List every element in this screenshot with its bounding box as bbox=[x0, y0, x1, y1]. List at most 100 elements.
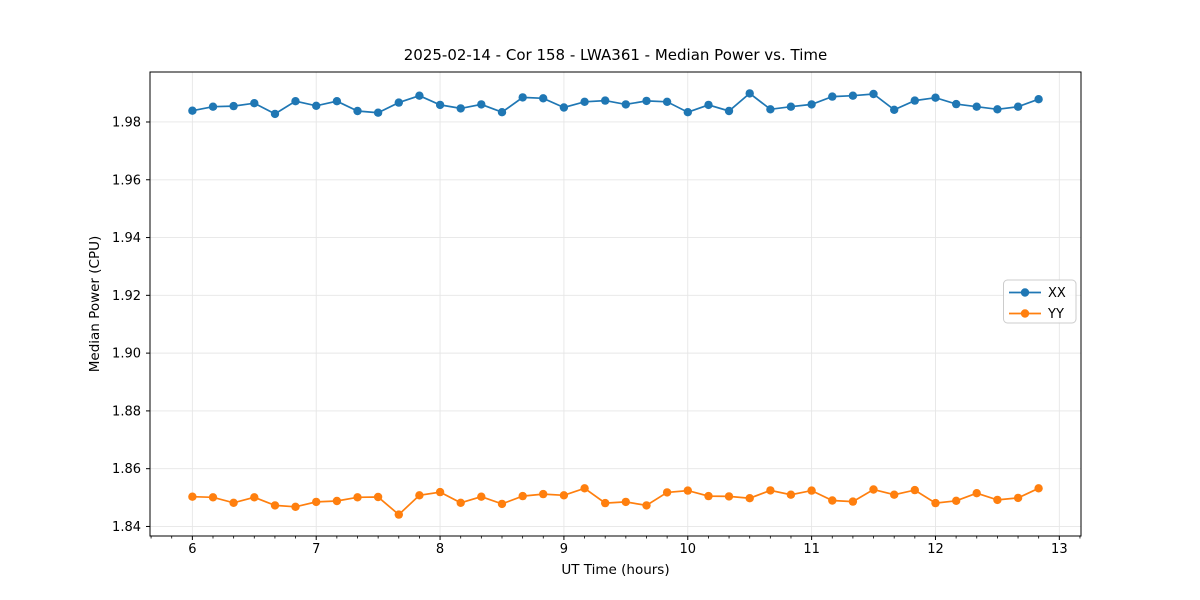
data-point-yy bbox=[745, 494, 754, 503]
data-point-xx bbox=[807, 100, 816, 109]
data-point-yy bbox=[373, 492, 383, 502]
data-point-yy bbox=[601, 498, 610, 508]
data-point-xx bbox=[497, 108, 507, 117]
data-point-xx bbox=[291, 97, 300, 106]
data-point-xx bbox=[518, 93, 527, 102]
data-point-xx bbox=[1013, 102, 1023, 111]
data-point-yy bbox=[642, 501, 651, 510]
y-tick-label: 1.92 bbox=[112, 289, 141, 304]
data-point-yy bbox=[312, 497, 321, 507]
data-point-yy bbox=[662, 488, 672, 497]
data-point-xx bbox=[477, 100, 486, 109]
data-point-xx bbox=[601, 96, 610, 105]
data-point-xx bbox=[250, 99, 259, 108]
data-point-xx bbox=[848, 91, 858, 100]
data-point-xx bbox=[373, 108, 383, 117]
grid-layer bbox=[150, 72, 1081, 536]
data-point-xx bbox=[642, 96, 651, 106]
x-tick-label: 13 bbox=[1051, 542, 1068, 557]
data-point-xx bbox=[704, 100, 713, 110]
data-point-yy bbox=[1013, 493, 1023, 503]
data-point-yy bbox=[890, 490, 899, 499]
data-point-yy bbox=[1034, 484, 1043, 493]
x-tick-label: 12 bbox=[927, 542, 944, 557]
data-point-yy bbox=[559, 491, 569, 500]
data-point-xx bbox=[208, 102, 218, 111]
data-point-yy bbox=[394, 510, 403, 519]
data-point-xx bbox=[828, 92, 837, 101]
data-point-yy bbox=[435, 487, 445, 497]
legend-marker-xx bbox=[1020, 288, 1030, 297]
data-point-yy bbox=[993, 495, 1002, 505]
data-point-xx bbox=[786, 102, 796, 111]
data-point-yy bbox=[621, 497, 630, 507]
data-point-xx bbox=[931, 93, 940, 102]
data-point-yy bbox=[250, 493, 259, 502]
data-point-xx bbox=[683, 108, 692, 117]
data-point-yy bbox=[456, 498, 465, 507]
data-point-yy bbox=[869, 485, 878, 494]
data-point-yy bbox=[952, 496, 961, 505]
data-point-yy bbox=[786, 490, 796, 499]
x-axis-label: UT Time (hours) bbox=[561, 562, 669, 578]
data-point-yy bbox=[270, 501, 280, 510]
x-tick-label: 7 bbox=[312, 542, 320, 557]
data-point-yy bbox=[766, 486, 775, 495]
legend-marker-yy bbox=[1020, 309, 1030, 318]
data-point-yy bbox=[477, 492, 486, 501]
x-tick-label: 6 bbox=[188, 542, 196, 557]
data-point-xx bbox=[724, 106, 734, 116]
data-point-xx bbox=[312, 101, 321, 111]
data-point-yy bbox=[848, 497, 858, 506]
data-point-xx bbox=[890, 105, 899, 115]
x-tick-label: 11 bbox=[803, 542, 820, 557]
y-tick-label: 1.86 bbox=[112, 462, 141, 477]
data-point-xx bbox=[270, 109, 280, 119]
legend-label-yy: YY bbox=[1047, 307, 1064, 322]
data-point-yy bbox=[931, 498, 940, 508]
data-point-yy bbox=[704, 491, 713, 501]
y-tick-label: 1.84 bbox=[112, 520, 141, 535]
data-point-yy bbox=[415, 491, 424, 500]
data-point-xx bbox=[869, 89, 878, 99]
data-point-xx bbox=[229, 101, 238, 111]
data-point-xx bbox=[910, 96, 919, 105]
data-point-xx bbox=[394, 98, 403, 107]
x-tick-label: 8 bbox=[436, 542, 444, 557]
legend-label-xx: XX bbox=[1048, 286, 1066, 301]
data-point-xx bbox=[332, 97, 342, 106]
data-point-yy bbox=[724, 492, 734, 501]
data-point-yy bbox=[807, 486, 816, 495]
data-point-yy bbox=[188, 492, 197, 501]
data-point-xx bbox=[766, 105, 775, 114]
y-tick-label: 1.96 bbox=[112, 173, 141, 188]
data-point-xx bbox=[539, 94, 548, 103]
data-point-yy bbox=[291, 502, 300, 511]
x-tick-label: 10 bbox=[679, 542, 696, 557]
data-point-xx bbox=[188, 106, 197, 115]
data-point-yy bbox=[972, 489, 981, 498]
data-point-xx bbox=[1034, 95, 1043, 104]
y-tick-label: 1.90 bbox=[112, 347, 141, 362]
data-point-xx bbox=[415, 91, 424, 100]
series-layer bbox=[188, 89, 1043, 519]
data-point-xx bbox=[972, 102, 981, 111]
data-point-yy bbox=[683, 486, 692, 495]
y-tick-label: 1.98 bbox=[112, 115, 141, 130]
data-point-yy bbox=[332, 496, 342, 506]
legend: XX YY bbox=[1003, 279, 1077, 324]
data-point-xx bbox=[353, 106, 362, 116]
data-point-yy bbox=[539, 489, 548, 499]
data-point-xx bbox=[662, 97, 672, 107]
data-point-yy bbox=[208, 493, 218, 502]
plot-border bbox=[149, 71, 1082, 537]
data-point-xx bbox=[435, 100, 445, 110]
data-point-xx bbox=[580, 97, 589, 107]
y-tick-label: 1.88 bbox=[112, 404, 141, 419]
data-point-xx bbox=[993, 105, 1002, 114]
data-point-yy bbox=[580, 484, 589, 493]
data-point-xx bbox=[745, 89, 754, 98]
data-point-xx bbox=[621, 100, 630, 109]
